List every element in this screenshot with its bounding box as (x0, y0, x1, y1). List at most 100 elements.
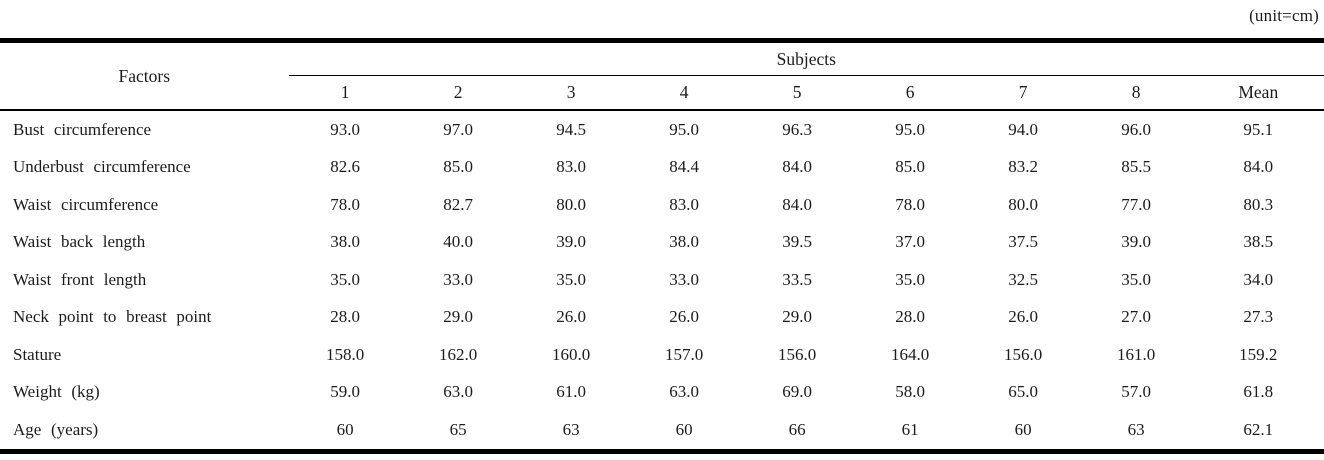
value-cell: 65 (449, 419, 467, 439)
value-cell: 26.0 (1008, 307, 1038, 327)
factor-label: Waist back length (13, 232, 146, 252)
column-header-row: 1 2 3 4 5 6 7 8 Mean (0, 75, 1324, 111)
value-cell: 65.0 (1008, 382, 1038, 402)
value-cell: 84.0 (782, 157, 812, 177)
value-cell: 66 (788, 419, 806, 439)
value-cell: 159.2 (1239, 344, 1278, 364)
value-cell: 38.5 (1243, 232, 1274, 252)
value-cell: 95.0 (669, 119, 699, 139)
value-cell: 39.5 (782, 232, 812, 252)
value-cell: 84.0 (1243, 157, 1274, 177)
value-cell: 156.0 (777, 344, 817, 364)
value-cell: 78.0 (895, 194, 925, 214)
unit-note: (unit=cm) (1249, 6, 1319, 25)
value-cell: 63 (562, 419, 580, 439)
value-cell: 27.3 (1243, 307, 1274, 327)
value-cell: 82.6 (330, 157, 360, 177)
column-header-8: 8 (1079, 75, 1193, 111)
value-cell: 62.1 (1243, 419, 1274, 439)
table-header: Factors Subjects 1 2 3 4 5 6 7 8 Mean (0, 40, 1324, 111)
value-cell: 63 (1127, 419, 1145, 439)
value-cell: 33.0 (669, 269, 699, 289)
value-cell: 37.5 (1008, 232, 1038, 252)
column-header-1: 1 (288, 75, 402, 111)
column-header-mean: Mean (1192, 75, 1324, 111)
table-row: Stature 158.0 162.0 160.0 157.0 156.0 164.0 156… (0, 336, 1324, 374)
value-cell: 158.0 (325, 344, 365, 364)
table-row: Waist front length 35.0 33.0 35.0 33.0 33.5 35… (0, 261, 1324, 299)
value-cell: 160.0 (551, 344, 591, 364)
value-cell: 29.0 (443, 307, 473, 327)
value-cell: 61.8 (1243, 382, 1274, 402)
value-cell: 35.0 (895, 269, 925, 289)
value-cell: 83.0 (556, 157, 586, 177)
table-row: Waist back length 38.0 40.0 39.0 38.0 39.5 37.… (0, 224, 1324, 262)
value-cell: 33.5 (782, 269, 812, 289)
value-cell: 97.0 (443, 119, 473, 139)
value-cell: 60 (675, 419, 693, 439)
value-cell: 85.5 (1121, 157, 1151, 177)
value-cell: 34.0 (1243, 269, 1274, 289)
value-cell: 35.0 (330, 269, 360, 289)
value-cell: 83.2 (1008, 157, 1038, 177)
value-cell: 35.0 (556, 269, 586, 289)
table-row: Age (years) 60 65 63 60 66 61 60 63 62.1 (0, 411, 1324, 451)
value-cell: 39.0 (556, 232, 586, 252)
factor-label: Underbust circumference (13, 157, 191, 177)
factor-label: Weight (kg) (13, 382, 100, 402)
table-row: Waist circumference 78.0 82.7 80.0 83.0 84.0 7… (0, 186, 1324, 224)
value-cell: 156.0 (1003, 344, 1043, 364)
value-cell: 38.0 (669, 232, 699, 252)
factor-label: Waist front length (13, 269, 147, 289)
value-cell: 85.0 (443, 157, 473, 177)
value-cell: 63.0 (669, 382, 699, 402)
value-cell: 78.0 (330, 194, 360, 214)
factor-label: Stature (13, 344, 62, 364)
value-cell: 96.3 (782, 119, 812, 139)
column-header-2: 2 (401, 75, 515, 111)
value-cell: 38.0 (330, 232, 360, 252)
measurements-table: Factors Subjects 1 2 3 4 5 6 7 8 Mean Bust circu… (0, 38, 1324, 454)
table-row: Weight (kg) 59.0 63.0 61.0 63.0 69.0 58.0 65.0 5… (0, 374, 1324, 412)
value-cell: 84.0 (782, 194, 812, 214)
table-row: Bust circumference 93.0 97.0 94.5 95.0 96.3 95… (0, 110, 1324, 149)
value-cell: 63.0 (443, 382, 473, 402)
value-cell: 32.5 (1008, 269, 1038, 289)
value-cell: 96.0 (1121, 119, 1151, 139)
factor-label: Age (years) (13, 419, 99, 439)
value-cell: 83.0 (669, 194, 699, 214)
value-cell: 58.0 (895, 382, 925, 402)
value-cell: 80.0 (556, 194, 586, 214)
factors-column-header: Factors (0, 40, 289, 111)
table-row: Neck point to breast point 28.0 29.0 26.0 26… (0, 299, 1324, 337)
column-header-5: 5 (740, 75, 854, 111)
group-header-row: Factors Subjects (0, 40, 1324, 111)
value-cell: 95.0 (895, 119, 925, 139)
value-cell: 26.0 (556, 307, 586, 327)
value-cell: 40.0 (443, 232, 473, 252)
value-cell: 37.0 (895, 232, 925, 252)
value-cell: 94.0 (1008, 119, 1038, 139)
value-cell: 162.0 (438, 344, 478, 364)
value-cell: 61.0 (556, 382, 586, 402)
column-header-4: 4 (627, 75, 741, 111)
value-cell: 60 (1014, 419, 1032, 439)
factor-label: Bust circumference (13, 119, 152, 139)
value-cell: 80.0 (1008, 194, 1038, 214)
value-cell: 35.0 (1121, 269, 1151, 289)
value-cell: 59.0 (330, 382, 360, 402)
value-cell: 164.0 (890, 344, 930, 364)
value-cell: 60 (336, 419, 354, 439)
column-header-6: 6 (853, 75, 967, 111)
column-header-7: 7 (966, 75, 1080, 111)
value-cell: 95.1 (1243, 119, 1274, 139)
value-cell: 157.0 (664, 344, 704, 364)
table-body: Bust circumference 93.0 97.0 94.5 95.0 96.3 95… (0, 110, 1324, 451)
value-cell: 27.0 (1121, 307, 1151, 327)
value-cell: 80.3 (1243, 194, 1274, 214)
factor-label: Waist circumference (13, 194, 159, 214)
value-cell: 84.4 (669, 157, 699, 177)
value-cell: 69.0 (782, 382, 812, 402)
factor-label: Neck point to breast point (13, 307, 212, 327)
value-cell: 82.7 (443, 194, 473, 214)
